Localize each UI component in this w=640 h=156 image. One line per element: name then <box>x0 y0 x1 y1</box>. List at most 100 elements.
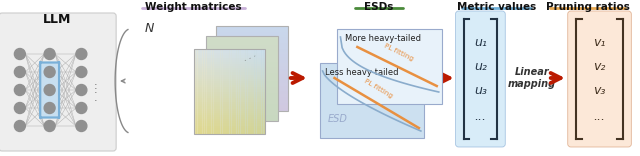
Bar <box>207 53 278 56</box>
Bar <box>207 72 278 76</box>
Bar <box>193 61 265 64</box>
Bar <box>216 31 288 34</box>
Bar <box>193 51 265 53</box>
Bar <box>193 55 265 58</box>
Bar <box>193 112 265 115</box>
Bar <box>242 49 244 134</box>
Bar <box>216 85 288 88</box>
Bar <box>216 37 288 40</box>
Bar <box>263 49 266 134</box>
Bar <box>193 93 265 96</box>
Bar <box>193 129 265 132</box>
Bar <box>238 49 241 134</box>
Bar <box>258 49 260 134</box>
Bar <box>207 84 278 87</box>
Bar <box>217 49 219 134</box>
Bar <box>216 65 288 68</box>
Circle shape <box>44 66 55 78</box>
Bar <box>216 48 288 51</box>
Circle shape <box>44 85 55 95</box>
Bar <box>193 72 265 75</box>
Bar <box>193 95 265 98</box>
Bar <box>216 91 288 94</box>
Bar <box>224 49 226 134</box>
Circle shape <box>14 85 26 95</box>
Bar <box>207 92 278 95</box>
Bar <box>207 36 278 39</box>
Bar <box>197 49 200 134</box>
Bar <box>193 78 265 81</box>
Bar <box>193 59 265 62</box>
Text: ...: ... <box>593 110 605 122</box>
Text: u₂: u₂ <box>474 59 487 73</box>
FancyBboxPatch shape <box>0 13 116 151</box>
Bar <box>207 115 278 118</box>
Bar <box>216 25 288 29</box>
Circle shape <box>14 120 26 132</box>
Bar <box>247 49 250 134</box>
Text: PL fitting: PL fitting <box>383 43 415 63</box>
Bar <box>207 112 278 115</box>
Bar <box>216 51 288 54</box>
Bar <box>207 67 278 70</box>
Bar <box>193 49 196 134</box>
Bar <box>193 53 265 55</box>
Bar <box>216 54 288 57</box>
Bar <box>207 55 278 59</box>
Bar <box>216 105 288 108</box>
Bar <box>193 123 265 125</box>
Bar <box>216 34 288 37</box>
Bar <box>216 62 288 66</box>
Circle shape <box>14 49 26 59</box>
Text: Metric values: Metric values <box>457 2 536 12</box>
Circle shape <box>76 49 87 59</box>
Bar <box>193 49 265 51</box>
Bar <box>216 74 288 77</box>
Bar <box>216 82 288 85</box>
Bar <box>216 68 288 71</box>
Bar <box>193 131 265 134</box>
Bar <box>337 29 442 104</box>
Bar <box>207 41 278 44</box>
Bar <box>213 49 216 134</box>
Bar <box>207 103 278 107</box>
Bar <box>207 61 278 64</box>
Text: Linear
mapping: Linear mapping <box>508 67 556 89</box>
Bar <box>222 49 225 134</box>
Bar <box>193 74 265 77</box>
Bar <box>216 45 288 49</box>
FancyBboxPatch shape <box>40 61 59 119</box>
Bar <box>235 49 237 134</box>
Text: v₁: v₁ <box>593 36 605 49</box>
Bar <box>207 106 278 110</box>
Bar <box>201 49 203 134</box>
Text: v₂: v₂ <box>593 59 605 73</box>
Bar <box>193 66 265 68</box>
Text: LLM: LLM <box>42 13 71 26</box>
Bar <box>231 49 234 134</box>
Bar <box>216 71 288 74</box>
Text: .: . <box>93 77 97 87</box>
Bar <box>219 49 221 134</box>
Bar <box>193 87 265 89</box>
Text: Weight matrices: Weight matrices <box>145 2 242 12</box>
Circle shape <box>14 66 26 78</box>
Bar <box>193 108 265 111</box>
Bar <box>262 49 264 134</box>
Bar <box>229 49 232 134</box>
Text: u₃: u₃ <box>474 83 487 97</box>
Bar <box>193 83 265 85</box>
Bar <box>193 100 265 102</box>
Bar <box>207 86 278 90</box>
Bar <box>202 49 205 134</box>
Bar <box>204 49 207 134</box>
Circle shape <box>76 120 87 132</box>
Bar <box>319 63 424 138</box>
Bar <box>215 49 217 134</box>
Text: v₃: v₃ <box>593 83 605 97</box>
Bar <box>207 101 278 104</box>
Bar <box>216 26 288 111</box>
Circle shape <box>44 120 55 132</box>
Bar <box>193 104 265 106</box>
Bar <box>216 88 288 91</box>
